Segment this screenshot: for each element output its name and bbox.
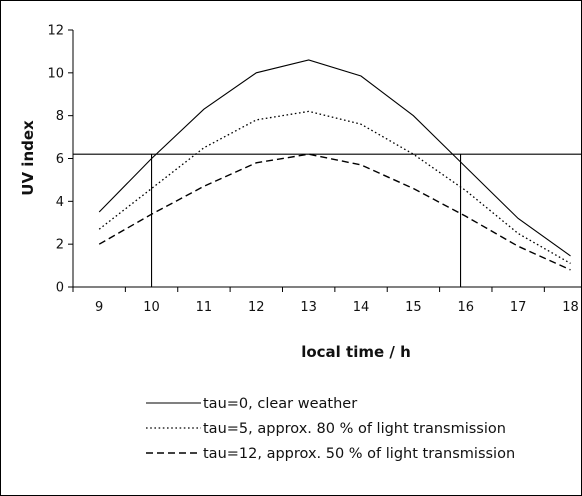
series-line-2	[98, 110, 571, 264]
x-tick-label: 15	[405, 300, 422, 315]
x-tick-label: 18	[562, 300, 579, 315]
y-tick-label: 6	[56, 152, 64, 167]
x-tick-label: 13	[300, 300, 317, 315]
x-tick-label: 14	[353, 300, 370, 315]
legend-label-2: tau=5, approx. 80 % of light transmissio…	[203, 421, 506, 437]
legend: tau=0, clear weather tau=5, approx. 80 % …	[146, 396, 515, 462]
x-tick-label: 10	[143, 300, 160, 315]
y-tick-label: 10	[47, 66, 64, 81]
x-tick-label: 17	[510, 300, 527, 315]
x-tick-label: 16	[458, 300, 475, 315]
x-axis-label: local time / h	[301, 343, 411, 361]
x-tick-label: 9	[95, 300, 103, 315]
y-tick-label: 12	[47, 24, 64, 39]
y-tick-label: 2	[56, 238, 64, 253]
y-axis-label: UV index	[19, 120, 37, 196]
legend-label-3: tau=12, approx. 50 % of light transmissi…	[203, 446, 515, 462]
x-tick-label: 12	[248, 300, 265, 315]
legend-label-1: tau=0, clear weather	[203, 396, 357, 412]
y-tick-label: 4	[56, 195, 64, 210]
y-tick-label: 8	[56, 109, 64, 124]
x-tick-label: 11	[196, 300, 213, 315]
y-tick-label: 0	[56, 281, 64, 296]
series-line-1	[98, 59, 571, 257]
series-line-3	[98, 153, 571, 271]
